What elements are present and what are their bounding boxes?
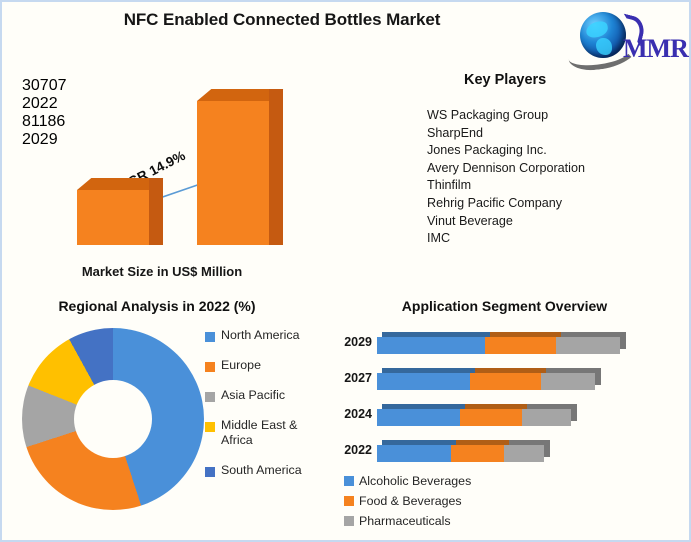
donut-legend-label: South America	[221, 463, 302, 477]
stacked-bar-segment	[470, 373, 542, 390]
stacked-bar-segment-top	[475, 368, 547, 373]
donut-legend-item: Middle East & Africa	[205, 418, 330, 448]
stacked-bar-segment	[555, 337, 620, 354]
stacked-bar-segment	[450, 445, 505, 462]
stacked-bar-segment	[377, 337, 485, 354]
legend-swatch-icon	[205, 422, 215, 432]
stacked-bar-segment	[504, 445, 544, 462]
column-side-face	[269, 89, 283, 245]
key-players-panel: Key Players WS Packaging Group SharpEnd Jo…	[402, 72, 687, 248]
donut-legend-item: Asia Pacific	[205, 388, 330, 403]
legend-swatch-icon	[344, 476, 354, 486]
regional-analysis-panel: Regional Analysis in 2022 (%) North Amer…	[12, 298, 332, 538]
key-players-heading: Key Players	[464, 72, 547, 88]
stacked-bar-segment-top	[546, 368, 601, 373]
stacked-bar-segment	[377, 409, 461, 426]
stacked-bar-segment-top	[509, 440, 549, 445]
stacked-bar-segment-top	[382, 368, 476, 373]
stacked-legend-label: Alcoholic Beverages	[359, 474, 472, 488]
column-bar	[197, 89, 284, 245]
stacked-bar-segment-top	[560, 332, 625, 337]
stacked-chart-title: Application Segment Overview	[401, 298, 608, 314]
stacked-bar-segment	[460, 409, 522, 426]
legend-swatch-icon	[205, 332, 215, 342]
key-player-item: Vinut Beverage	[427, 213, 513, 228]
donut-legend-item: North America	[205, 328, 330, 343]
donut-legend-label: North America	[221, 328, 300, 342]
stacked-legend-item: Alcoholic Beverages	[344, 474, 549, 488]
column-chart-axis-label: Market Size in US$ Million	[81, 264, 243, 279]
donut-chart-title: Regional Analysis in 2022 (%)	[58, 298, 256, 314]
donut-legend-label: Europe	[221, 358, 261, 372]
legend-swatch-icon	[205, 362, 215, 372]
legend-swatch-icon	[205, 392, 215, 402]
legend-swatch-icon	[344, 516, 354, 526]
column-value-label: 81186	[22, 113, 66, 130]
key-player-item: Thinfilm	[427, 178, 472, 193]
stacked-bar-legend: Alcoholic Beverages Food & Beverages Pharm…	[344, 474, 687, 534]
stacked-bar-segment	[521, 409, 571, 426]
stacked-bar-segment-top	[455, 440, 510, 445]
mmr-logo: MMR	[566, 8, 689, 73]
stacked-bar-row: 2027	[332, 368, 677, 390]
stacked-bar-segment-top	[465, 404, 527, 409]
column-side-face	[149, 178, 163, 245]
column-value-label: 30707	[22, 77, 67, 94]
donut-legend-label: Asia Pacific	[221, 388, 286, 402]
stacked-bar-segment-top	[489, 332, 561, 337]
stacked-bar-segment-top	[382, 404, 466, 409]
stacked-legend-label: Pharmaceuticals	[359, 514, 451, 528]
stacked-bar-end-cap	[543, 440, 550, 457]
stacked-bar-segment-top	[526, 404, 576, 409]
stacked-bar-segment	[377, 445, 451, 462]
column-front-face	[197, 101, 269, 245]
donut-chart	[22, 328, 204, 510]
key-player-item: Avery Dennison Corporation	[427, 160, 585, 175]
column-front-face	[77, 190, 149, 245]
stacked-bar-end-cap	[570, 404, 577, 421]
stacked-bar-segment	[377, 373, 471, 390]
stacked-bar-row: 2022	[332, 440, 677, 462]
logo-text: MMR	[623, 34, 689, 63]
stacked-bar-segment	[484, 337, 556, 354]
key-players-list: WS Packaging Group SharpEnd Jones Packagin…	[402, 107, 687, 248]
stacked-legend-item: Pharmaceuticals	[344, 514, 549, 528]
stacked-legend-label: Food & Beverages	[359, 494, 462, 508]
key-player-item: SharpEnd	[427, 125, 484, 140]
donut-legend-item: Europe	[205, 358, 330, 373]
column-category-label: 2029	[22, 131, 58, 148]
stacked-bar-category-label: 2022	[344, 443, 372, 457]
stacked-bar-segment	[541, 373, 596, 390]
application-segment-panel: Application Segment Overview 2029 2027 202…	[332, 298, 687, 538]
donut-legend-label: Middle East & Africa	[221, 418, 298, 447]
stacked-bar-category-label: 2027	[344, 371, 372, 385]
page-title: NFC Enabled Connected Bottles Market	[123, 10, 441, 29]
stacked-bar-segment-top	[382, 440, 456, 445]
donut-legend-item: South America	[205, 463, 330, 478]
legend-swatch-icon	[344, 496, 354, 506]
stacked-bar-end-cap	[619, 332, 626, 349]
key-player-item: Rehrig Pacific Company	[427, 195, 563, 210]
key-player-item: IMC	[427, 231, 451, 246]
stacked-bar-category-label: 2029	[344, 335, 372, 349]
stacked-bar-category-label: 2024	[344, 407, 372, 421]
donut-legend: North America Europe Asia Pacific Middle Ea…	[205, 328, 330, 493]
key-player-item: WS Packaging Group	[427, 108, 549, 122]
column-category-label: 2022	[22, 95, 58, 112]
stacked-bar-row: 2024	[332, 404, 677, 426]
key-player-item: Jones Packaging Inc.	[427, 143, 547, 158]
globe-icon	[580, 12, 626, 58]
stacked-legend-item: Food & Beverages	[344, 494, 484, 508]
market-size-column-chart: CAGR 14.9% 30707 2022 81186 2029	[22, 77, 322, 282]
donut-hole	[74, 380, 152, 458]
stacked-bar-end-cap	[595, 368, 602, 385]
stacked-bar-segment-top	[382, 332, 490, 337]
legend-swatch-icon	[205, 467, 215, 477]
stacked-bar-row: 2029	[332, 332, 677, 354]
column-bar	[77, 178, 164, 245]
